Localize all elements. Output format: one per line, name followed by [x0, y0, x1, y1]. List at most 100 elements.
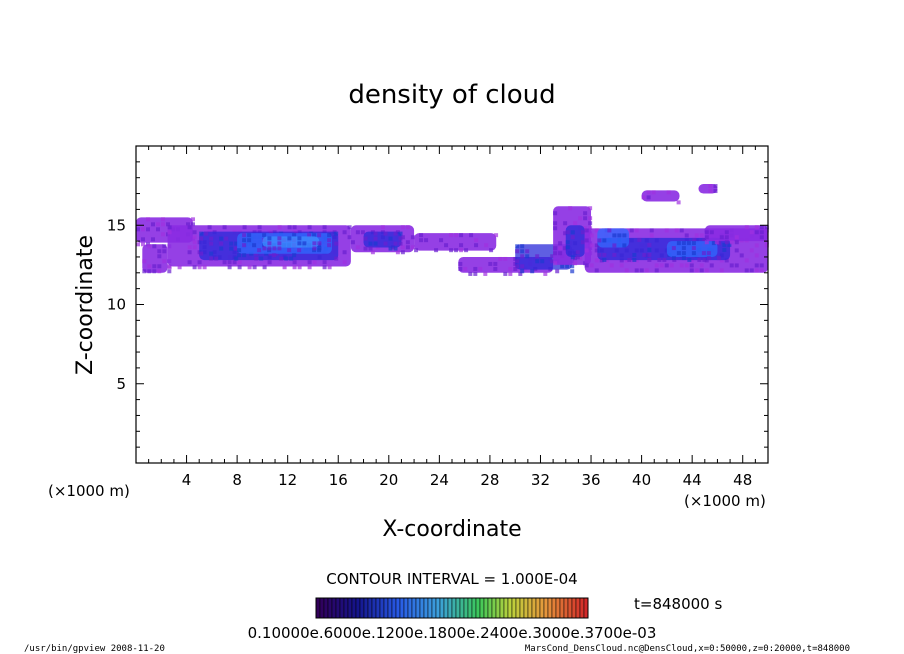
- colorbar-cell: [547, 597, 553, 619]
- colorbar-cell: [511, 597, 517, 619]
- colorbar-cell: [583, 597, 589, 619]
- x-axis-title: X-coordinate: [382, 517, 521, 542]
- cloud-region-15: [597, 228, 629, 248]
- colorbar-cell: [327, 597, 333, 619]
- colorbar-cell: [515, 597, 521, 619]
- x-axis-unit: (×1000 m): [684, 492, 766, 510]
- cloud-region-7: [363, 231, 403, 251]
- colorbar-cell: [359, 597, 365, 619]
- colorbar-cell: [375, 597, 381, 619]
- colorbar-cell: [523, 597, 529, 619]
- time-label: t=848000 s: [634, 595, 722, 613]
- x-tick-label-1: 8: [232, 471, 242, 489]
- colorbar: [315, 597, 589, 619]
- colorbar-cell: [383, 597, 389, 619]
- cloud-region-19: [698, 184, 718, 194]
- colorbar-cell: [367, 597, 373, 619]
- colorbar-cell: [391, 597, 397, 619]
- z-tick-label-0: 5: [116, 375, 126, 393]
- contour-interval: CONTOUR INTERVAL = 1.000E-04: [326, 570, 577, 588]
- colorbar-cell: [379, 597, 385, 619]
- colorbar-cell: [543, 597, 549, 619]
- z-tick-label-1: 10: [107, 296, 126, 314]
- colorbar-cell: [319, 597, 325, 619]
- x-tick-label-9: 40: [632, 471, 651, 489]
- colorbar-cell: [331, 597, 337, 619]
- colorbar-cell: [387, 597, 393, 619]
- colorbar-cell: [455, 597, 461, 619]
- colorbar-cell: [527, 597, 533, 619]
- colorbar-cell: [355, 597, 361, 619]
- colorbar-cell: [579, 597, 585, 619]
- cloud-region-5: [262, 236, 322, 251]
- colorbar-cell: [399, 597, 405, 619]
- colorbar-cell: [507, 597, 513, 619]
- x-tick-labels: 4 8 12 16 20 24 28 32 36 40 44 48: [182, 471, 752, 489]
- cloud-region-16: [666, 241, 721, 261]
- colorbar-cell: [347, 597, 353, 619]
- colorbar-cell: [563, 597, 569, 619]
- cloud-density-field: [136, 184, 769, 276]
- colorbar-cell: [499, 597, 505, 619]
- colorbar-cell: [503, 597, 509, 619]
- x-tick-label-6: 28: [480, 471, 499, 489]
- colorbar-frame: [315, 597, 589, 619]
- x-tick-label-3: 16: [329, 471, 348, 489]
- colorbar-cell: [419, 597, 425, 619]
- colorbar-labels: 0.10000e.6000e.1200e.1800e.2400e.3000e.3…: [248, 624, 657, 642]
- colorbar-cell: [535, 597, 541, 619]
- colorbar-cell: [487, 597, 493, 619]
- cloud-region-18: [641, 190, 681, 205]
- colorbar-cell: [411, 597, 417, 619]
- colorbar-cell: [415, 597, 421, 619]
- colorbar-cell: [339, 597, 345, 619]
- colorbar-cell: [459, 597, 465, 619]
- colorbar-cell: [435, 597, 441, 619]
- colorbar-cell: [423, 597, 429, 619]
- colorbar-cell: [395, 597, 401, 619]
- x-tick-label-4: 20: [379, 471, 398, 489]
- colorbar-cell: [351, 597, 357, 619]
- colorbar-cell: [451, 597, 457, 619]
- colorbar-cell: [463, 597, 469, 619]
- colorbar-cell: [443, 597, 449, 619]
- colorbar-cell: [403, 597, 409, 619]
- x-tick-label-7: 32: [531, 471, 550, 489]
- cloud-region-8: [414, 233, 499, 253]
- z-axis-unit: (×1000 m): [48, 482, 130, 500]
- colorbar-cell: [555, 597, 561, 619]
- colorbar-cell: [427, 597, 433, 619]
- chart-title: density of cloud: [348, 80, 555, 110]
- colorbar-cell: [371, 597, 377, 619]
- colorbar-cell: [491, 597, 497, 619]
- x-tick-label-10: 44: [683, 471, 702, 489]
- y-axis-title: Z-coordinate: [73, 235, 98, 375]
- colorbar-cell: [471, 597, 477, 619]
- colorbar-cell: [431, 597, 437, 619]
- x-tick-label-8: 36: [581, 471, 600, 489]
- colorbar-cell: [407, 597, 413, 619]
- footer-left: /usr/bin/gpview 2008-11-20: [24, 644, 165, 654]
- colorbar-cell: [475, 597, 481, 619]
- colorbar-cell: [519, 597, 525, 619]
- x-tick-label-2: 12: [278, 471, 297, 489]
- cloud-region-1: [142, 244, 172, 274]
- x-tick-label-5: 24: [430, 471, 449, 489]
- colorbar-cell: [483, 597, 489, 619]
- cloud-region-12: [565, 225, 585, 260]
- x-tick-label-0: 4: [182, 471, 192, 489]
- colorbar-cell: [495, 597, 501, 619]
- x-tick-label-11: 48: [733, 471, 752, 489]
- colorbar-cell: [343, 597, 349, 619]
- colorbar-cell: [323, 597, 329, 619]
- footer-right: MarsCond_DensCloud.nc@DensCloud,x=0:5000…: [525, 644, 850, 654]
- colorbar-cell: [567, 597, 573, 619]
- colorbar-cell: [467, 597, 473, 619]
- colorbar-cell: [531, 597, 537, 619]
- colorbar-cell: [551, 597, 557, 619]
- colorbar-cell: [315, 597, 321, 619]
- colorbar-cell: [575, 597, 581, 619]
- colorbar-cell: [559, 597, 565, 619]
- cloud-region-17: [704, 225, 769, 245]
